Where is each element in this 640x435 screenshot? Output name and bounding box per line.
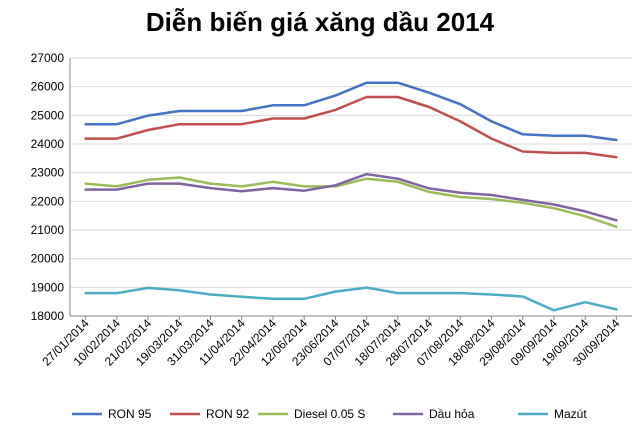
legend-item: RON 95 [72, 407, 152, 421]
legend-label: RON 92 [206, 407, 250, 421]
series-line-2 [84, 176, 618, 229]
x-axis-tick-labels: 27/01/201410/02/201421/02/201419/03/2014… [39, 316, 622, 369]
y-tick-label: 18000 [31, 309, 65, 323]
series-line-4 [84, 286, 618, 312]
series-line-1 [84, 95, 618, 159]
legend-label: Diesel 0.05 S [294, 407, 365, 421]
y-tick-label: 24000 [31, 137, 65, 151]
legend-label: Mazút [554, 407, 587, 421]
chart-title: Diễn biến giá xăng dầu 2014 [146, 7, 495, 37]
legend-item: Mazút [518, 407, 587, 421]
y-tick-label: 22000 [31, 194, 65, 208]
y-tick-label: 20000 [31, 252, 65, 266]
y-tick-label: 26000 [31, 80, 65, 94]
y-tick-label: 19000 [31, 280, 65, 294]
series-line-3 [84, 172, 618, 222]
series-lines [84, 81, 618, 312]
y-tick-label: 23000 [31, 166, 65, 180]
legend-label: RON 95 [108, 407, 152, 421]
legend-item: Diesel 0.05 S [258, 407, 365, 421]
legend: RON 95 RON 92 Diesel 0.05 S Dầu hỏa Mazút [72, 407, 587, 421]
legend-label: Dầu hỏa [429, 407, 475, 421]
y-tick-label: 27000 [31, 51, 65, 65]
grid [70, 57, 632, 317]
legend-item: RON 92 [170, 407, 250, 421]
axes [69, 58, 632, 320]
y-axis-tick-labels: 18000 19000 20000 21000 22000 23000 24000 25000… [31, 51, 65, 323]
y-tick-label: 21000 [31, 223, 65, 237]
series-line-0 [84, 81, 618, 142]
y-tick-label: 25000 [31, 108, 65, 122]
legend-item: Dầu hỏa [393, 407, 475, 421]
